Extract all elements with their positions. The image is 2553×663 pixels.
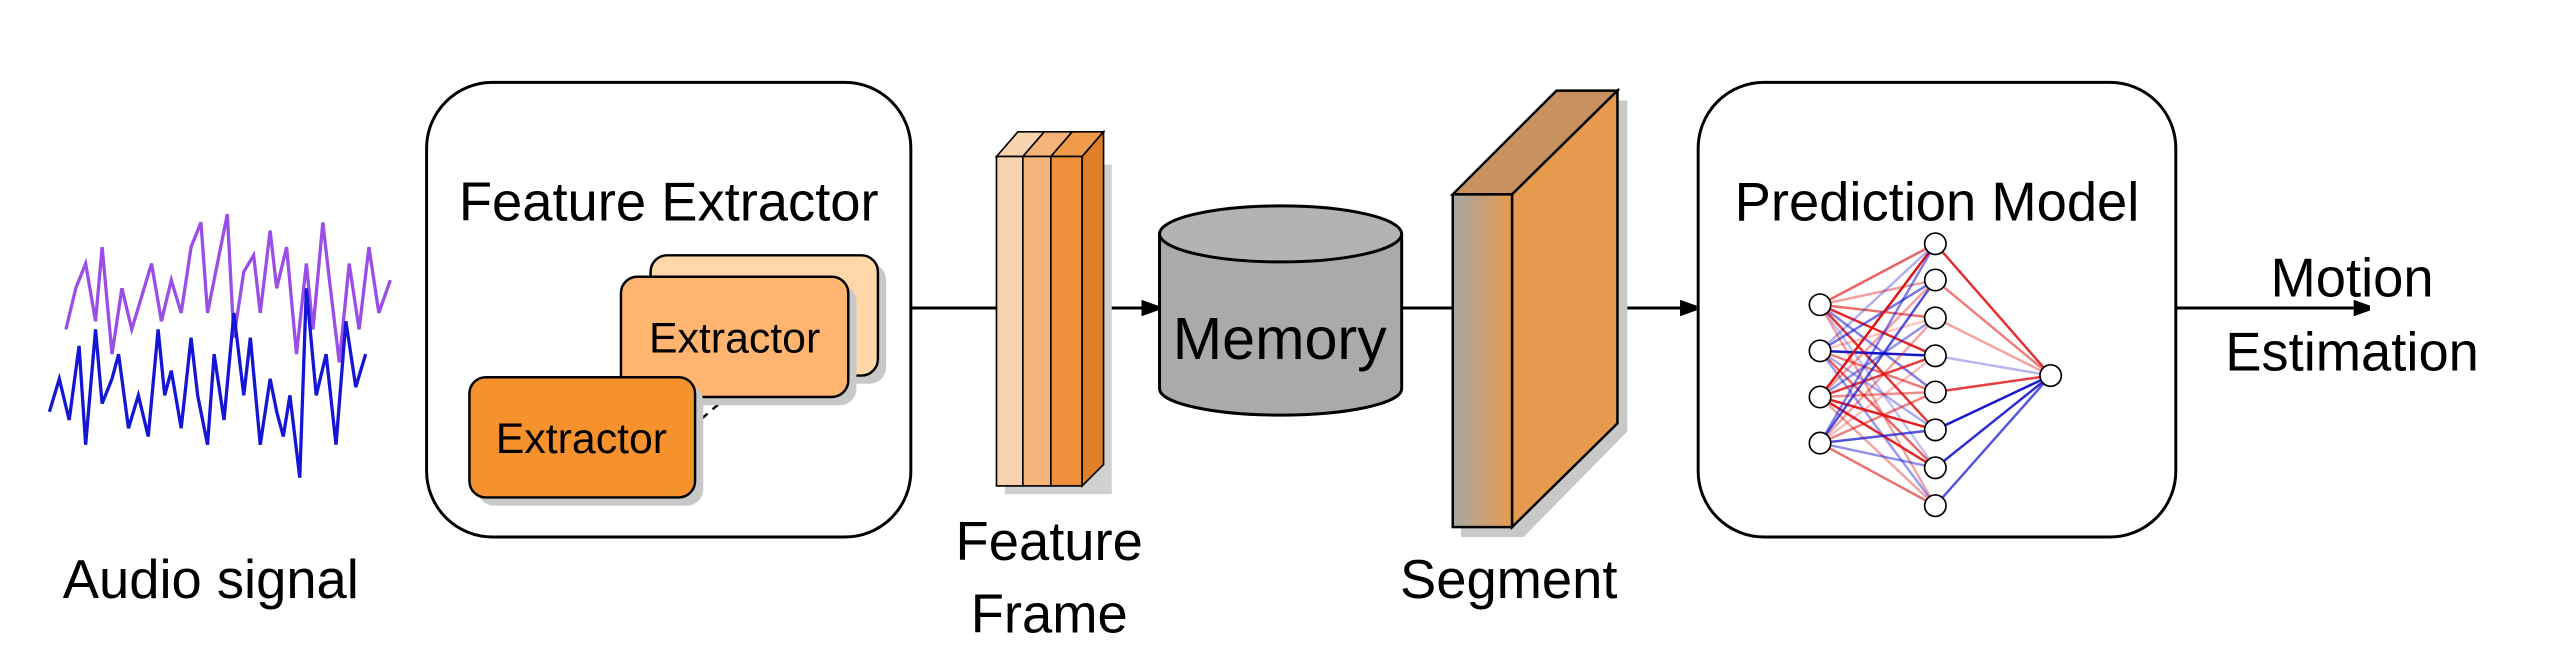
- nn-edge: [1934, 374, 2052, 432]
- nn-edge: [1819, 243, 1937, 398]
- nn-edge: [1819, 390, 1936, 445]
- nn-edge: [1934, 316, 2052, 377]
- nn-edge: [1819, 303, 1937, 394]
- feature-frame-label: Frame: [971, 584, 1128, 645]
- nn-edge: [1934, 374, 2052, 469]
- nn-edge: [1819, 349, 1936, 358]
- audio-wave-purple: [64, 213, 392, 363]
- nn-edge: [1819, 279, 1937, 444]
- card-front: Extractor: [468, 375, 704, 506]
- nn-edge: [1819, 303, 1937, 431]
- nn-edge: [1819, 279, 1937, 398]
- nn-edge: [1819, 278, 1936, 306]
- card-text: Extractor: [649, 315, 820, 363]
- nn-edge: [1819, 242, 1937, 352]
- segment-label: Segment: [1400, 549, 1618, 610]
- nn-edge: [1819, 317, 1937, 444]
- audio-wave-blue: [47, 288, 368, 478]
- nn-node: [1923, 344, 1947, 368]
- nn-node: [1923, 306, 1947, 330]
- nn-edge: [1819, 316, 1937, 398]
- nn-edge: [1819, 395, 1936, 432]
- nn-edge: [1819, 442, 1936, 507]
- nn-edge: [1934, 242, 2052, 377]
- nn-edge: [1934, 279, 2052, 377]
- nn-node: [1808, 385, 1832, 409]
- output-label: Motion: [2270, 247, 2433, 308]
- prediction-title: Prediction Model: [1735, 172, 2140, 233]
- nn-edge: [1819, 390, 1936, 399]
- card-text: Extractor: [496, 415, 667, 463]
- nn-node: [1923, 380, 1947, 404]
- nn-edge: [1935, 354, 2051, 377]
- nn-edge: [1819, 316, 1936, 353]
- card-middle: Extractor: [619, 275, 857, 406]
- nn-node: [1923, 232, 1947, 256]
- segment-block: [1449, 87, 1628, 537]
- feature-frame-label: Feature: [956, 511, 1143, 572]
- nn-edge: [1819, 303, 1936, 357]
- nn-edge: [1819, 354, 1936, 399]
- nn-edge: [1819, 349, 1937, 431]
- audio-label: Audio signal: [63, 549, 359, 610]
- nn-node: [1923, 418, 1947, 442]
- nn-edge: [1819, 428, 1936, 445]
- nn-edge: [1819, 441, 1936, 470]
- nn-node: [1923, 268, 1947, 292]
- nn-node: [1808, 431, 1832, 455]
- nn-edge: [1819, 242, 1936, 306]
- feature-frame: [994, 129, 1112, 495]
- nn-edge: [1819, 303, 1936, 320]
- nn-node: [1923, 456, 1947, 480]
- nn-edge: [1935, 374, 2051, 394]
- nn-edge: [1819, 350, 1937, 507]
- nn-edge: [1819, 349, 1936, 394]
- output-label: Estimation: [2225, 322, 2479, 383]
- memory-label: Memory: [1173, 305, 1387, 372]
- nn-edge: [1934, 374, 2052, 507]
- nn-node: [1808, 339, 1832, 363]
- nn-node: [1808, 293, 1832, 317]
- nn-node: [2039, 364, 2063, 388]
- nn-edge: [1819, 304, 1937, 469]
- neural-net: [1808, 232, 2063, 518]
- nn-node: [1923, 494, 1947, 518]
- nn-edge: [1818, 243, 1937, 444]
- nn-edge: [1819, 354, 1937, 445]
- memory-cylinder: [1158, 204, 1404, 417]
- nn-edge: [1819, 278, 1936, 352]
- extractor-title: Feature Extractor: [459, 172, 879, 233]
